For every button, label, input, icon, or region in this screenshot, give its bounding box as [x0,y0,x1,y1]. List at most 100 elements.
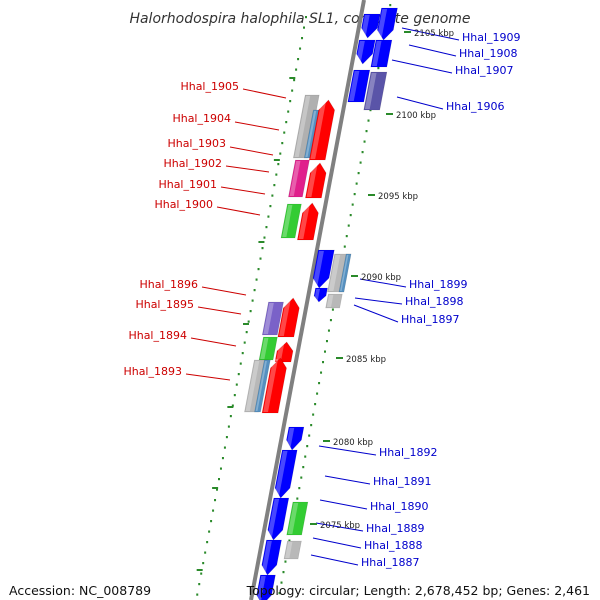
gene-hhal-1902 [288,159,310,198]
gene-hhal-1908-shape [377,7,398,41]
gene-reverse-small-blue-shape [313,287,328,303]
gene-hhal-1896-shape [277,297,300,338]
gene-hhal-1907-highlight [355,41,365,63]
gene-hhal-1906 [363,71,388,111]
gene-hhal-1892-highlight [285,428,295,449]
scale-label-3: 2090 kbp [361,273,401,283]
gene-hhal-1893-highlight [255,361,267,411]
label-hhal-1891: Hhal_1891 [373,475,432,488]
gene-hhal-1902-shape [288,159,310,198]
gene-hhal-1906-highlight [364,73,377,109]
gene-reverse-bottom-blue [255,574,276,600]
gene-forward-lower-red-shape [296,202,319,241]
gene-forward-mid-red-shape [274,341,294,363]
label-hhal-1887-leader [310,554,359,566]
gene-hhal-1893-shape [254,359,271,413]
gene-forward-mid-red-highlight [276,343,285,361]
label-hhal-1900: Hhal_1900 [154,198,213,211]
backbone-line [249,0,366,600]
gene-reverse-small-blue [313,287,328,303]
gene-reverse-small-blue-highlight [314,289,320,301]
gene-hhal-1898 [325,293,343,309]
label-hhal-1895-leader [197,306,242,315]
gene-hhal-1908-highlight [376,9,388,39]
label-hhal-1904: Hhal_1904 [172,112,231,125]
label-hhal-1896: Hhal_1896 [139,278,198,291]
label-hhal-1888: Hhal_1888 [364,539,423,552]
label-hhal-1909: Hhal_1909 [462,31,521,44]
gene-hhal-1887 [283,540,302,560]
label-hhal-1888-leader [312,537,362,549]
label-hhal-1890-leader [319,499,368,510]
label-hhal-1906: Hhal_1906 [446,100,505,113]
label-hhal-1903-leader [229,146,274,156]
label-hhal-1899-leader [359,278,407,288]
gene-hhal-1890 [267,497,290,541]
gene-hhal-1888 [261,539,282,576]
gene-hhal-1889-highlight [287,503,299,534]
scale-labels: 2105 kbp 2100 kbp 2095 kbp 2090 kbp 2085 kbp… [310,29,454,531]
gene-hhal-1899-highlight [312,251,324,287]
gene-hhal-1887-highlight [285,542,293,558]
label-hhal-1889-leader [315,522,364,532]
gene-hhal-1905-highlight [294,96,311,157]
gene-hhal-1898-highlight [326,295,334,307]
label-hhal-1907-leader [391,59,453,74]
accession-text: Accession: NC_008789 [9,583,152,598]
label-hhal-1889: Hhal_1889 [366,522,425,535]
gene-hhal-1900-shape [280,203,302,239]
gene-forward-upper-red-shape [308,99,335,161]
gene-hhal-1896-highlight [279,299,291,336]
label-hhal-1904-leader [234,121,280,131]
gene-hhal-1909 [360,13,381,39]
gene-hhal-1894-highlight [260,338,269,359]
label-hhal-1893-leader [185,373,231,381]
label-hhal-1898: Hhal_1898 [405,295,464,308]
gene-features [244,7,398,600]
scale-label-1: 2100 kbp [396,111,436,121]
gene-reverse-bottom-blue-highlight [255,576,266,600]
label-hhal-1907: Hhal_1907 [455,64,514,77]
gene-reverse-steelblue-highlight [340,255,349,291]
gene-hhal-1907 [355,39,376,65]
gene-hhal-1887-shape [283,540,302,560]
scale-label-5: 2080 kbp [333,438,373,448]
gene-forward-lower-red [296,202,319,241]
gene-hhal-1889-shape [286,501,309,536]
gene-hhal-1891 [274,449,298,499]
gene-reverse-bottom-blue-shape [256,574,276,600]
gene-reverse-upper-blue [347,69,371,103]
gene-hhal-1909-highlight [360,15,370,37]
gene-hhal-1909-shape [361,13,381,39]
gene-hhal-1898-shape [325,293,343,309]
gene-hhal-1891-highlight [274,451,288,497]
gene-forward-mid-red [274,341,294,363]
gene-reverse-blue [370,39,393,68]
scale-label-0: 2105 kbp [414,29,454,39]
gene-reverse-steelblue-shape [338,253,352,293]
gene-hhal-1893 [254,359,271,413]
gene-hhal-1904-highlight [305,111,317,157]
label-hhal-1899: Hhal_1899 [409,278,468,291]
gene-reverse-upper-blue-shape [347,69,371,103]
gene-forward-upper-red-highlight [310,101,327,159]
gene-hhal-1908 [376,7,398,41]
gene-hhal-1906-shape [363,71,388,111]
gene-hhal-1895-shape [261,301,284,336]
gene-hhal-1894-shape [258,336,278,361]
label-hhal-1895: Hhal_1895 [135,298,194,311]
gene-hhal-1899-shape [312,249,335,289]
label-hhal-1892: Hhal_1892 [379,446,438,459]
map-title: Halorhodospira halophila SL1, complete g… [129,11,470,27]
gene-hhal-1899 [312,249,335,289]
gene-hhal-1889 [286,501,309,536]
gene-hhal-1900-highlight [282,205,293,237]
label-hhal-1894-leader [190,337,237,347]
label-hhal-1902: Hhal_1902 [163,157,222,170]
label-hhal-1897: Hhal_1897 [401,313,460,326]
label-hhal-1909-leader [401,27,460,41]
gene-hhal-1907-shape [356,39,376,65]
gene-hhal-1901-highlight [306,164,318,197]
label-hhal-1898-leader [354,297,403,305]
